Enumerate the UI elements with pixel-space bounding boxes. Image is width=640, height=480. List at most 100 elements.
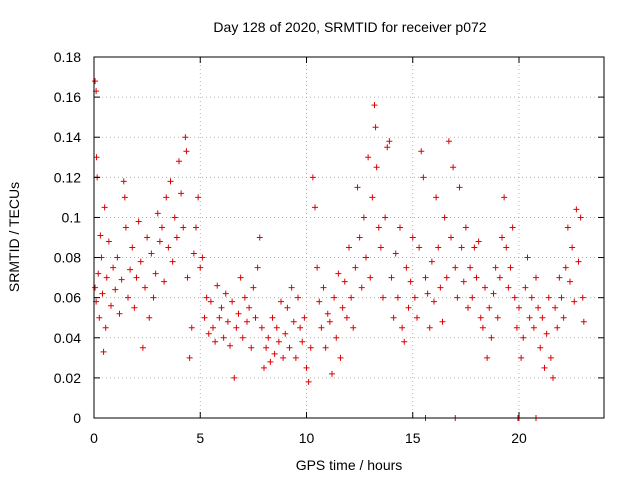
data-point (560, 314, 567, 321)
data-point (503, 244, 510, 251)
data-point (100, 348, 107, 355)
data-point (397, 224, 403, 231)
data-point (354, 184, 361, 191)
data-point (142, 284, 148, 291)
data-point (554, 324, 561, 331)
data-point (465, 304, 471, 311)
data-point (156, 238, 163, 245)
data-point (295, 294, 301, 301)
data-point (348, 294, 355, 301)
x-tick-label: 5 (196, 430, 204, 446)
data-point (312, 204, 318, 211)
data-point (450, 164, 457, 171)
y-tick-label: 0.16 (54, 89, 81, 105)
data-point (577, 214, 584, 221)
data-point (320, 284, 327, 291)
data-point (101, 204, 108, 211)
data-point (541, 364, 548, 371)
data-point (182, 134, 189, 141)
data-point (530, 324, 537, 331)
data-point (299, 338, 306, 345)
data-point (244, 318, 250, 325)
data-point (250, 284, 257, 291)
data-point (95, 270, 102, 277)
data-point (550, 374, 556, 381)
data-point (329, 370, 335, 377)
data-point (216, 314, 223, 321)
data-point (210, 324, 216, 331)
data-point (290, 318, 297, 325)
data-point (375, 224, 382, 231)
x-axis-label: GPS time / hours (296, 457, 403, 473)
data-point (120, 178, 127, 185)
data-point (382, 214, 389, 221)
data-point (420, 174, 427, 181)
data-point (399, 324, 406, 331)
data-point (108, 302, 114, 309)
data-point (307, 344, 314, 351)
data-point (318, 324, 325, 331)
data-point (356, 234, 363, 241)
data-point (148, 250, 155, 257)
data-point (516, 304, 522, 311)
data-point (424, 290, 431, 297)
y-tick-label: 0.1 (62, 209, 82, 225)
data-point (469, 294, 476, 301)
data-points (92, 78, 587, 421)
data-point (571, 298, 578, 305)
data-point (547, 354, 554, 361)
data-point (165, 244, 172, 251)
data-point (501, 194, 508, 201)
data-point (193, 224, 199, 231)
data-point (171, 214, 178, 221)
data-point (97, 232, 104, 239)
y-tick-label: 0.04 (54, 330, 81, 346)
data-point (499, 234, 505, 241)
data-point (169, 258, 176, 265)
data-point (112, 286, 119, 293)
data-point (426, 324, 433, 331)
data-point (127, 266, 134, 273)
data-point (562, 264, 569, 271)
data-point (326, 318, 333, 325)
y-tick-label: 0.18 (54, 49, 81, 65)
data-point (139, 344, 146, 351)
data-point (254, 264, 261, 271)
data-point (303, 364, 310, 371)
data-point (114, 254, 121, 261)
data-point (437, 284, 444, 291)
data-point (418, 148, 425, 155)
data-point (105, 238, 112, 245)
data-point (535, 304, 542, 311)
data-point (186, 354, 193, 361)
data-point (454, 294, 461, 301)
data-point (407, 278, 414, 285)
data-point (183, 148, 190, 155)
data-point (173, 234, 180, 241)
y-tick-label: 0.02 (54, 370, 81, 386)
data-point (373, 164, 380, 171)
data-point (102, 324, 109, 331)
data-point (403, 264, 410, 271)
data-point (316, 298, 323, 305)
x-tick-label: 0 (90, 430, 98, 446)
data-point (331, 294, 338, 301)
data-point (207, 298, 214, 305)
y-axis-label: SRMTID / TECUs (6, 182, 22, 292)
data-point (218, 304, 225, 311)
data-point (409, 234, 416, 241)
data-point (435, 244, 442, 251)
data-point (190, 250, 197, 257)
data-point (343, 314, 350, 321)
data-point (346, 244, 352, 251)
data-point (433, 194, 440, 201)
data-point (197, 264, 204, 271)
x-tick-label: 20 (511, 430, 527, 446)
data-point (248, 344, 255, 351)
data-point (580, 318, 587, 325)
data-point (246, 304, 253, 311)
data-point (288, 284, 295, 291)
data-point (309, 174, 316, 181)
data-point (452, 264, 459, 271)
data-point (133, 274, 140, 281)
